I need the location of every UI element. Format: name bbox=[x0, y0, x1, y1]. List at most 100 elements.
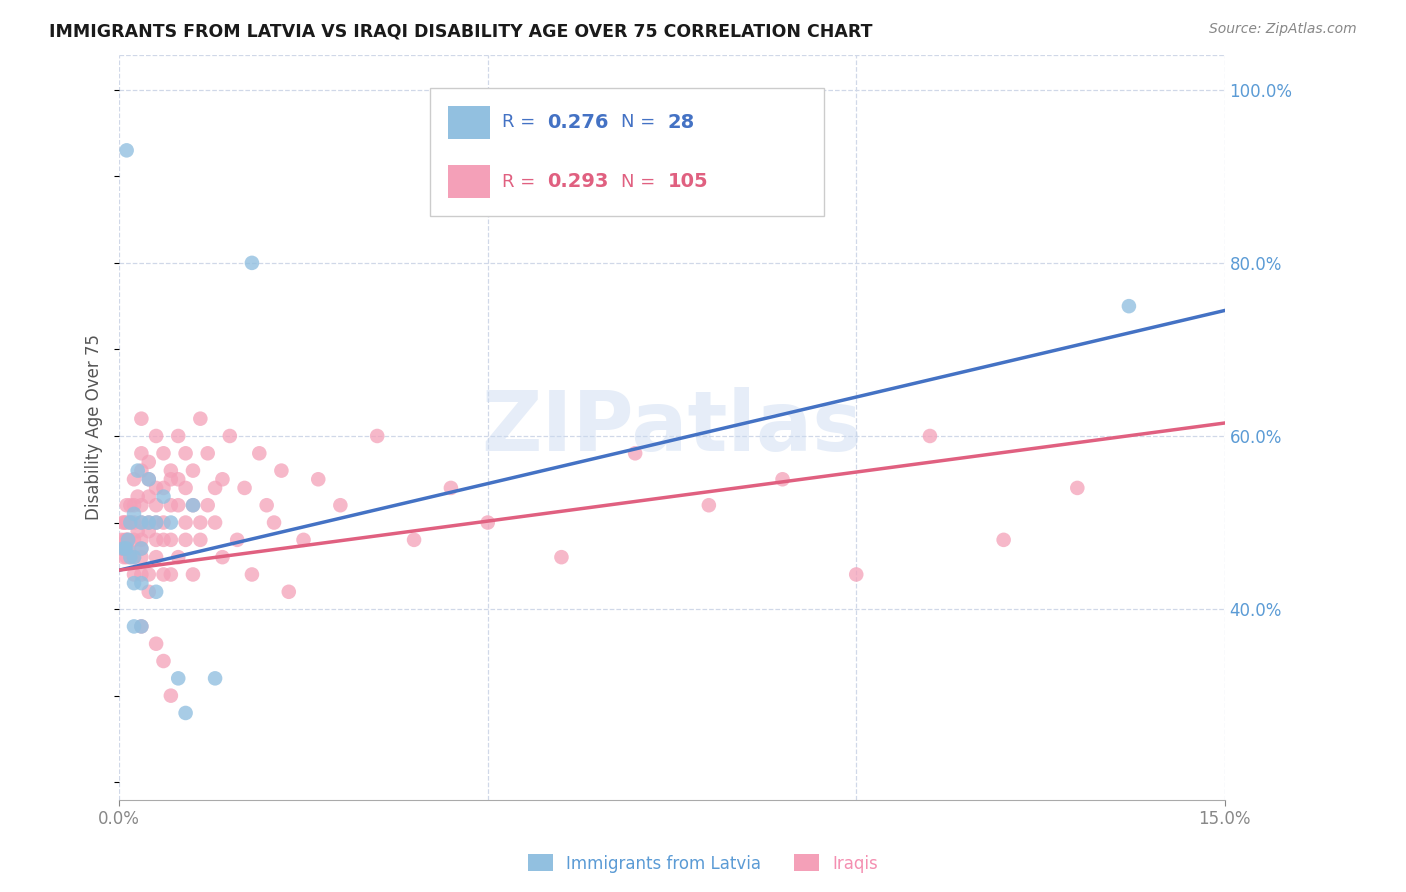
Point bbox=[1066, 481, 1088, 495]
Text: N =: N = bbox=[621, 113, 661, 131]
Point bbox=[131, 411, 153, 425]
Point bbox=[110, 541, 132, 556]
Text: 28: 28 bbox=[668, 112, 695, 132]
Point bbox=[145, 550, 167, 565]
Point bbox=[211, 550, 233, 565]
Point bbox=[145, 498, 167, 512]
Point bbox=[145, 533, 167, 547]
Point bbox=[117, 541, 139, 556]
Point bbox=[270, 464, 292, 478]
Point bbox=[111, 516, 134, 530]
Point bbox=[114, 541, 136, 556]
Point bbox=[152, 533, 174, 547]
Point bbox=[131, 541, 153, 556]
Point bbox=[138, 516, 160, 530]
Point bbox=[181, 498, 204, 512]
Point bbox=[477, 516, 499, 530]
Point bbox=[160, 689, 183, 703]
Point bbox=[440, 481, 463, 495]
Point bbox=[111, 541, 134, 556]
Point bbox=[131, 576, 153, 591]
Point bbox=[167, 472, 190, 486]
Point bbox=[550, 550, 572, 565]
Point bbox=[127, 524, 149, 539]
Point bbox=[226, 533, 249, 547]
Point bbox=[263, 516, 285, 530]
Point bbox=[138, 472, 160, 486]
Point bbox=[131, 619, 153, 633]
Point bbox=[120, 550, 142, 565]
Point bbox=[138, 584, 160, 599]
Point bbox=[240, 567, 263, 582]
Point bbox=[181, 498, 204, 512]
Point bbox=[122, 550, 145, 565]
Point bbox=[131, 533, 153, 547]
Point bbox=[204, 516, 226, 530]
Text: N =: N = bbox=[621, 173, 661, 191]
Point bbox=[167, 671, 190, 685]
Point bbox=[111, 541, 134, 556]
Text: 0.293: 0.293 bbox=[547, 172, 607, 191]
Point bbox=[188, 533, 211, 547]
Point bbox=[160, 498, 183, 512]
Point bbox=[138, 524, 160, 539]
Point bbox=[329, 498, 352, 512]
Text: IMMIGRANTS FROM LATVIA VS IRAQI DISABILITY AGE OVER 75 CORRELATION CHART: IMMIGRANTS FROM LATVIA VS IRAQI DISABILI… bbox=[49, 22, 873, 40]
Point bbox=[197, 446, 219, 460]
Point bbox=[174, 481, 197, 495]
Point bbox=[167, 550, 190, 565]
Point bbox=[122, 619, 145, 633]
Y-axis label: Disability Age Over 75: Disability Age Over 75 bbox=[86, 334, 103, 520]
Legend: Immigrants from Latvia, Iraqis: Immigrants from Latvia, Iraqis bbox=[522, 847, 884, 880]
Point bbox=[131, 446, 153, 460]
Point bbox=[127, 464, 149, 478]
Point bbox=[131, 516, 153, 530]
Point bbox=[152, 446, 174, 460]
Point bbox=[122, 498, 145, 512]
Point bbox=[131, 541, 153, 556]
Point bbox=[218, 429, 240, 443]
Point bbox=[114, 541, 136, 556]
Point bbox=[112, 516, 135, 530]
Point bbox=[115, 541, 138, 556]
Point bbox=[145, 516, 167, 530]
Point bbox=[152, 654, 174, 668]
Point bbox=[145, 481, 167, 495]
Point bbox=[131, 464, 153, 478]
Text: 0.276: 0.276 bbox=[547, 112, 609, 132]
Point bbox=[117, 533, 139, 547]
Point bbox=[122, 576, 145, 591]
Point bbox=[174, 706, 197, 720]
Point bbox=[247, 446, 270, 460]
Point bbox=[138, 455, 160, 469]
Point bbox=[120, 516, 142, 530]
Point bbox=[145, 516, 167, 530]
Point bbox=[307, 472, 329, 486]
Text: 105: 105 bbox=[668, 172, 709, 191]
Point bbox=[138, 490, 160, 504]
Point bbox=[145, 584, 167, 599]
Point bbox=[772, 472, 794, 486]
Point bbox=[624, 446, 647, 460]
Point bbox=[120, 498, 142, 512]
Point bbox=[240, 256, 263, 270]
Point bbox=[174, 533, 197, 547]
Text: Source: ZipAtlas.com: Source: ZipAtlas.com bbox=[1209, 22, 1357, 37]
Point bbox=[131, 498, 153, 512]
Point bbox=[188, 516, 211, 530]
Point bbox=[115, 144, 138, 158]
Point bbox=[115, 516, 138, 530]
Point bbox=[174, 516, 197, 530]
Point bbox=[160, 533, 183, 547]
Point bbox=[233, 481, 256, 495]
Point bbox=[181, 464, 204, 478]
Point bbox=[845, 567, 868, 582]
Point bbox=[152, 567, 174, 582]
Point bbox=[138, 472, 160, 486]
Point bbox=[131, 567, 153, 582]
Text: R =: R = bbox=[502, 173, 541, 191]
Point bbox=[181, 567, 204, 582]
Point bbox=[131, 619, 153, 633]
Point bbox=[167, 429, 190, 443]
Point bbox=[160, 516, 183, 530]
